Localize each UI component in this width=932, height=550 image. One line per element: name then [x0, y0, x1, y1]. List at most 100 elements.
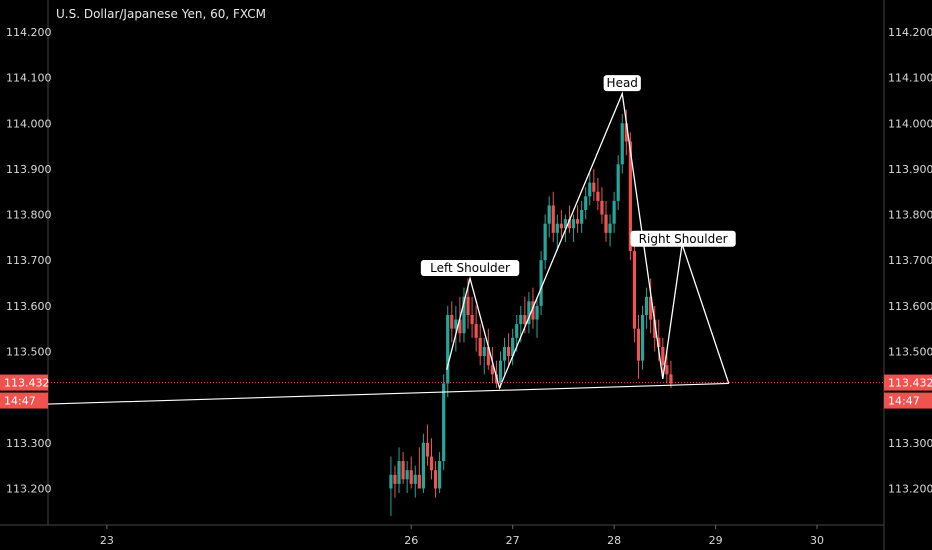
candle-body: [563, 219, 568, 229]
y-tick-label-right: 113.200: [888, 482, 932, 495]
candle-body: [397, 461, 401, 484]
pattern-labels: Left Shoulder Head Right Shoulder: [420, 75, 736, 276]
candle-body: [535, 305, 539, 320]
candle-body: [592, 182, 596, 192]
candle-body: [409, 470, 413, 484]
candle-body: [644, 296, 649, 315]
candle-body: [507, 346, 511, 357]
y-tick-label-right: 114.100: [888, 72, 932, 85]
candle-body: [588, 182, 592, 197]
x-tick-label: 30: [810, 534, 824, 547]
candle-body: [547, 205, 551, 224]
candle-body: [413, 474, 417, 484]
pattern-label-box: [603, 75, 641, 92]
candle-body: [649, 296, 653, 320]
candle-body: [482, 346, 486, 357]
candle-body: [604, 214, 608, 233]
candle-body: [608, 223, 612, 233]
candle-body: [454, 319, 458, 329]
chart-title: U.S. Dollar/Japanese Yen, 60, FXCM: [56, 7, 266, 21]
candle-body: [653, 319, 657, 338]
candle-body: [527, 301, 531, 325]
candle-body: [665, 365, 669, 375]
y-axis-left: 113.200 113.300 113.500 113.600 113.700 113.8…: [6, 26, 52, 496]
candle-body: [478, 337, 482, 357]
candle-body: [490, 365, 494, 375]
candle-body: [458, 319, 462, 334]
y-tick-label-right: 114.000: [888, 117, 932, 130]
y-tick-label-left: 114.100: [6, 72, 52, 85]
candle-body: [640, 315, 645, 361]
y-axis-right: 113.200 113.300 113.500 113.600 113.700 113.8…: [888, 26, 932, 496]
candle-body: [551, 205, 555, 233]
candle-body: [624, 123, 628, 142]
candle-body: [657, 337, 661, 347]
candle-body: [389, 474, 393, 489]
candle-body: [401, 461, 405, 480]
candle-body: [523, 315, 527, 325]
candle-body: [543, 223, 547, 261]
candle-body: [555, 223, 559, 233]
candle-body: [600, 200, 604, 215]
candle-body: [519, 315, 523, 325]
candle-body: [450, 315, 454, 329]
countdown-left: 14:47: [4, 395, 36, 408]
current-price-line: 113.432 14:47 113.432 14:47: [0, 374, 932, 409]
pattern-label: Left Shoulder: [430, 261, 510, 275]
y-tick-label-left: 114.200: [6, 26, 52, 39]
x-axis: 23 26 27 28 29 30: [100, 525, 824, 547]
y-tick-label-left: 113.800: [6, 209, 52, 222]
candle-body: [466, 296, 470, 315]
candle-body: [417, 474, 421, 489]
y-tick-label-right: 114.200: [888, 26, 932, 39]
price-tag-left: [0, 374, 48, 391]
y-tick-label-left: 113.300: [6, 437, 52, 450]
candle-body: [515, 324, 519, 338]
candle-body: [405, 470, 409, 480]
y-tick-label-left: 113.200: [6, 482, 52, 495]
candle-body: [616, 164, 620, 201]
time-tag-right: [884, 392, 932, 409]
y-tick-label-right: 113.500: [888, 346, 932, 359]
y-tick-label-left: 113.900: [6, 163, 52, 176]
price-value-right: 113.432: [888, 377, 932, 390]
x-tick-label: 29: [709, 534, 723, 547]
candle-body: [636, 328, 641, 361]
y-tick-label-left: 114.000: [6, 117, 52, 130]
candle-body: [612, 200, 616, 224]
candle-body: [442, 383, 446, 462]
y-tick-label-right: 113.900: [888, 163, 932, 176]
y-tick-label-right: 113.700: [888, 254, 932, 267]
candle-body: [596, 191, 600, 201]
candle-body: [576, 219, 580, 224]
candle-body: [421, 442, 425, 489]
candle-body: [433, 470, 438, 489]
candle-body: [628, 141, 632, 252]
x-tick-label: 23: [100, 534, 114, 547]
price-value-left: 113.432: [4, 377, 50, 390]
pattern-label-box: [630, 230, 736, 247]
x-tick-label: 26: [404, 534, 418, 547]
pattern-label: Head: [607, 76, 638, 90]
candle-body: [531, 301, 535, 320]
candle-body: [567, 219, 572, 229]
y-tick-label-left: 113.500: [6, 346, 52, 359]
pattern-label: Right Shoulder: [639, 232, 728, 246]
pattern-label-box: [420, 259, 520, 276]
candle-body: [632, 251, 637, 329]
candle-body: [571, 219, 576, 229]
candle-body: [511, 337, 515, 357]
candle-body: [502, 346, 507, 361]
candle-body: [498, 360, 503, 384]
candle-body: [559, 223, 563, 229]
countdown-right: 14:47: [888, 395, 920, 408]
time-tag-left: [0, 392, 48, 409]
y-tick-label-right: 113.600: [888, 300, 932, 313]
candle-body: [539, 260, 543, 306]
candle-body: [470, 315, 474, 325]
x-tick-label: 27: [506, 534, 520, 547]
y-tick-label-left: 113.700: [6, 254, 52, 267]
candle-body: [661, 346, 665, 366]
y-tick-label-left: 113.600: [6, 300, 52, 313]
